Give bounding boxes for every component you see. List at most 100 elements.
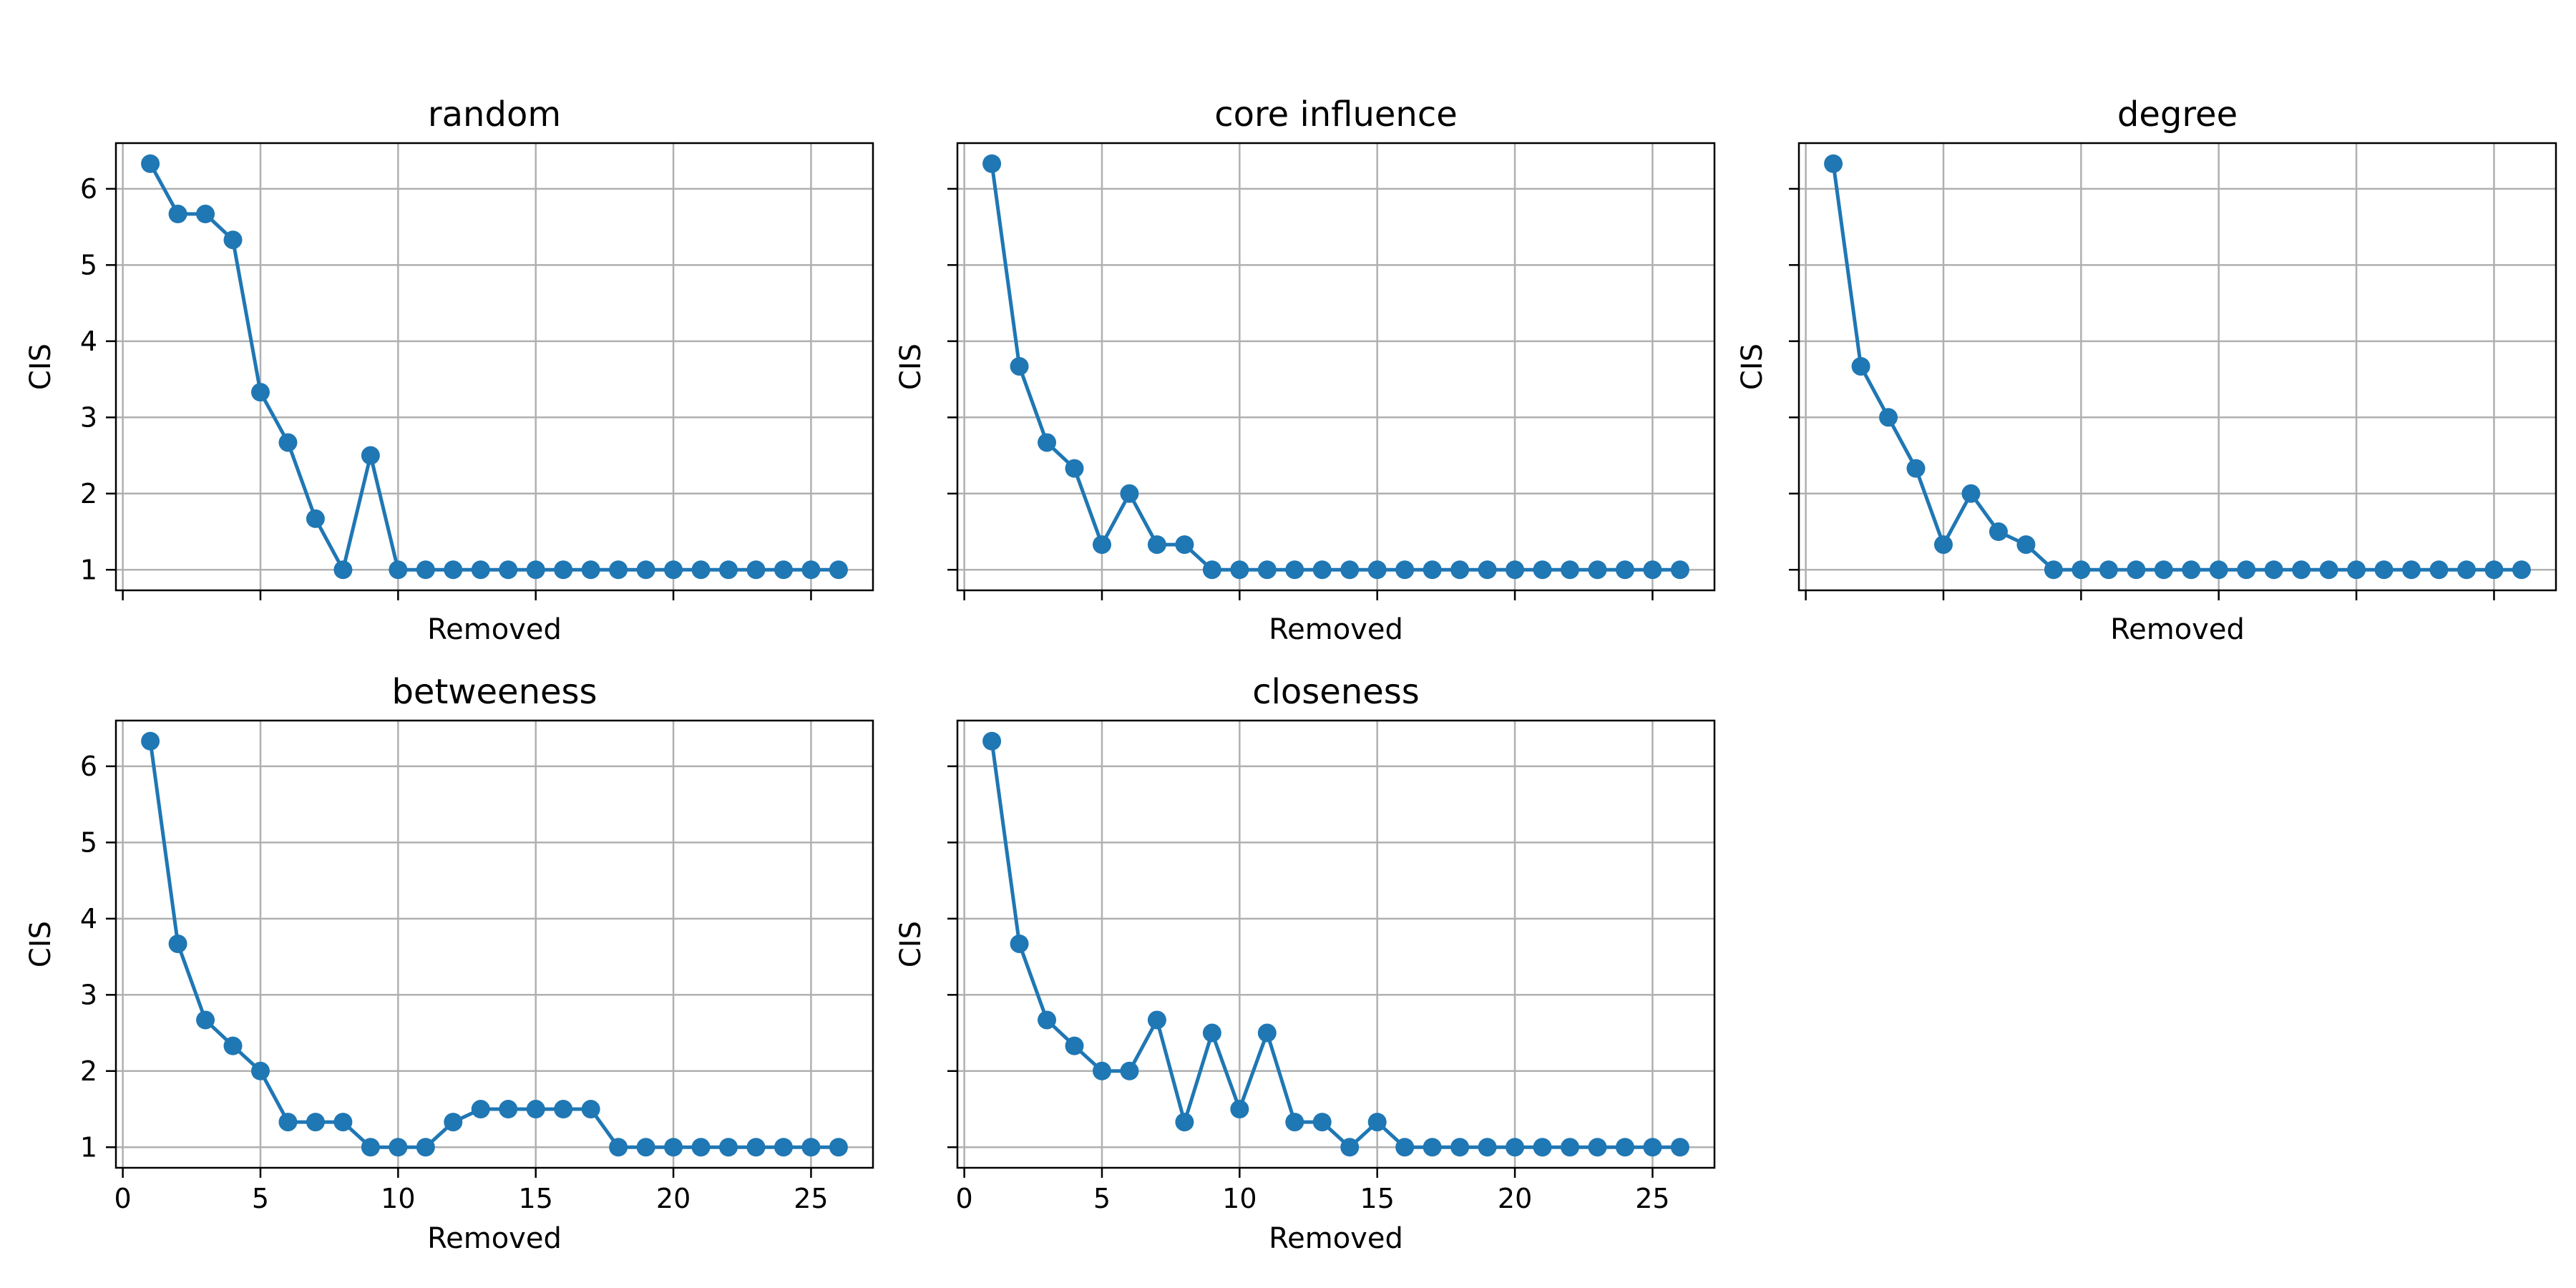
data-point (2374, 560, 2394, 580)
data-point (664, 1138, 683, 1157)
axes-frame (1797, 142, 2557, 592)
data-point (141, 731, 160, 751)
data-point (2457, 560, 2476, 580)
data-point (1257, 1023, 1277, 1043)
data-point (1961, 484, 1981, 503)
data-point (1533, 560, 1552, 580)
y-axis-label: CIS (1736, 343, 1769, 390)
data-point (774, 1138, 793, 1157)
subplot-title: closeness (1252, 672, 1420, 712)
data-point (1879, 408, 1898, 427)
data-point (168, 205, 187, 224)
y-tick-label: 6 (80, 751, 97, 782)
data-point (1065, 459, 1084, 478)
x-tick-label: 0 (114, 1183, 132, 1214)
data-point (1038, 1010, 1057, 1030)
data-point (1478, 560, 1497, 580)
data-point (1202, 1023, 1221, 1043)
data-point (2264, 560, 2283, 580)
y-tick-label: 5 (80, 249, 97, 280)
data-point (1340, 1138, 1360, 1157)
data-point (1175, 535, 1194, 555)
data-point (223, 230, 243, 250)
data-point (416, 560, 435, 580)
subplot-title: random (428, 94, 561, 135)
data-point (196, 1010, 215, 1030)
y-tick-label: 3 (80, 401, 97, 433)
data-point (1395, 1138, 1415, 1157)
data-point (664, 560, 683, 580)
data-point (1257, 560, 1277, 580)
data-point (333, 560, 353, 580)
subplot-core-influence: core influence Removed CIS (894, 94, 1716, 646)
data-point (691, 1138, 711, 1157)
data-point (2044, 560, 2063, 580)
subplot-title: core influence (1214, 94, 1458, 135)
axes-frame (114, 719, 874, 1169)
data-point (278, 1113, 298, 1132)
data-point (1643, 1138, 1662, 1157)
data-point (444, 560, 463, 580)
axes-frame (956, 719, 1716, 1169)
data-point (306, 1113, 325, 1132)
data-point (1615, 1138, 1634, 1157)
data-point (2484, 560, 2504, 580)
data-point (982, 154, 1002, 173)
data-point (2512, 560, 2531, 580)
y-tick-label: 2 (80, 1055, 97, 1087)
data-point (1906, 459, 1926, 478)
data-point (1395, 560, 1415, 580)
data-point (1010, 356, 1029, 376)
y-tick-label: 1 (80, 1131, 97, 1163)
data-point (691, 560, 711, 580)
data-point (1147, 535, 1166, 555)
grid (116, 721, 873, 1168)
y-tick-label: 4 (80, 326, 97, 357)
grid (957, 721, 1714, 1168)
grid (957, 143, 1714, 590)
y-tick-label: 5 (80, 826, 97, 858)
data-point (636, 1138, 655, 1157)
data-point (168, 934, 187, 953)
data-point (499, 1100, 518, 1119)
data-point (2127, 560, 2146, 580)
data-point (1824, 154, 1843, 173)
y-axis-label: CIS (894, 343, 927, 390)
data-point (389, 560, 408, 580)
data-point (1506, 1138, 1525, 1157)
data-point (361, 446, 380, 465)
data-point (499, 560, 518, 580)
data-point (2072, 560, 2091, 580)
data-point (746, 1138, 766, 1157)
data-point (609, 1138, 628, 1157)
data-point (554, 560, 573, 580)
data-point (801, 560, 821, 580)
y-tick-label: 2 (80, 478, 97, 509)
x-axis-label: Removed (427, 1222, 562, 1255)
data-point (526, 1100, 545, 1119)
subplot-closeness: closeness Removed CIS 0 5 10 15 20 25 (894, 672, 1716, 1255)
x-tick-label: 5 (252, 1183, 269, 1214)
x-axis-label: Removed (427, 613, 562, 646)
data-point (1851, 356, 1870, 376)
data-point (1010, 934, 1029, 953)
data-point (1120, 484, 1139, 503)
data-point (609, 560, 628, 580)
data-point (1120, 1061, 1139, 1080)
data-point (554, 1100, 573, 1119)
data-point (1092, 1061, 1111, 1080)
data-point (1533, 1138, 1552, 1157)
y-axis-label: CIS (24, 921, 57, 967)
data-point (2154, 560, 2173, 580)
data-point (1065, 1036, 1084, 1055)
data-point (982, 731, 1002, 751)
x-tick-label: 0 (956, 1183, 973, 1214)
x-axis-label: Removed (2110, 613, 2245, 646)
data-point (1643, 560, 1662, 580)
data-point (333, 1113, 353, 1132)
data-point (1506, 560, 1525, 580)
data-point (2292, 560, 2311, 580)
data-point (306, 509, 325, 528)
data-point (1423, 560, 1442, 580)
